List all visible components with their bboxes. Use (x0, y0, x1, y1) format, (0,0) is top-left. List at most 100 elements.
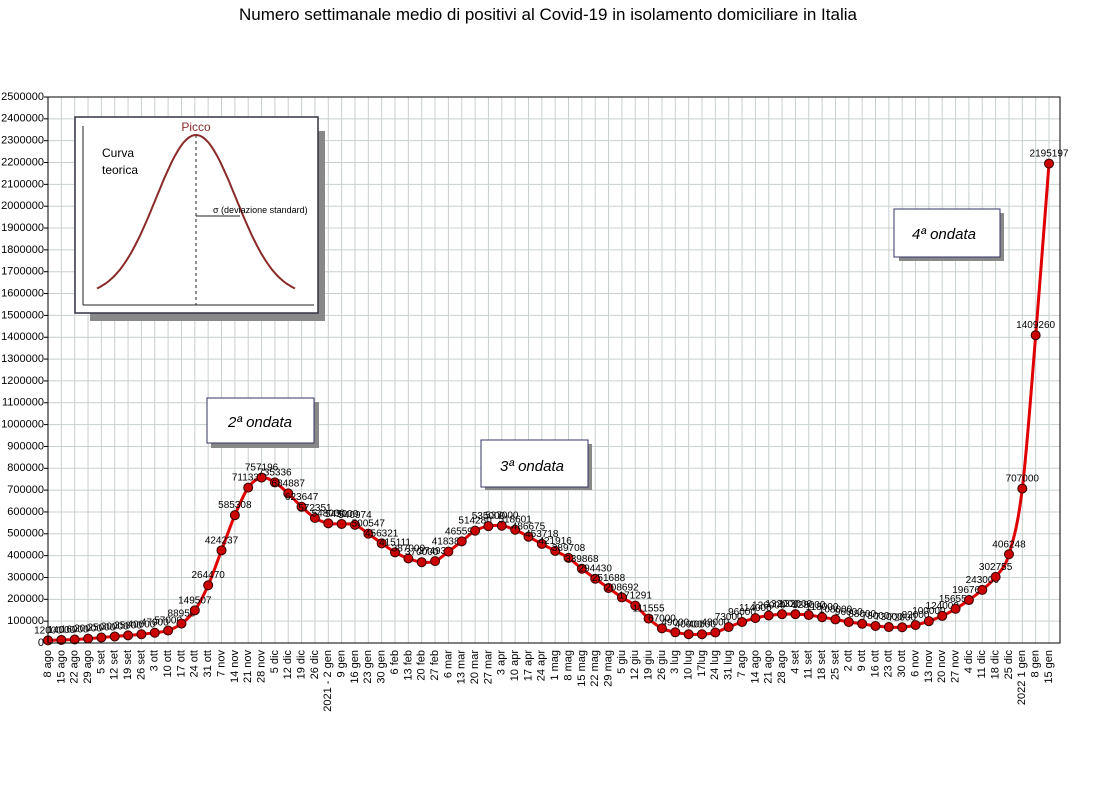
data-label: 406248 (992, 539, 1026, 550)
x-tick-label: 4 dic (963, 650, 975, 674)
y-tick-label: 1200000 (1, 375, 44, 387)
x-tick-label: 27 nov (949, 650, 961, 684)
x-tick-label: 5 set (95, 650, 107, 674)
data-label: 96000 (835, 607, 863, 618)
data-label: 124000 (926, 601, 960, 612)
y-tick-label: 2100000 (1, 178, 44, 190)
x-tick-label: 19 dic (295, 650, 307, 680)
x-tick-label: 12 giu (629, 650, 641, 680)
data-label: 82000 (902, 610, 930, 621)
data-point (763, 610, 774, 621)
annotation-text: 4ª ondata (912, 226, 976, 243)
data-point (710, 627, 721, 638)
x-tick-label: 24 apr (536, 650, 548, 682)
data-label: 572351 (298, 503, 332, 514)
data-label: 548000 (312, 508, 346, 519)
data-point (803, 610, 814, 621)
data-label: 415111 (379, 537, 411, 548)
data-point (1017, 483, 1028, 494)
x-tick-label: 4 set (789, 650, 801, 674)
data-point (323, 518, 334, 529)
data-point (443, 546, 454, 557)
data-point (963, 595, 974, 606)
x-tick-label: 21 ago (763, 650, 775, 684)
data-label: 757196 (245, 463, 279, 474)
x-tick-label: 12 set (109, 650, 121, 680)
data-label: 424237 (205, 535, 239, 546)
data-label: 88950 (168, 609, 196, 620)
x-tick-label: 7 ago (736, 650, 748, 678)
data-point (843, 617, 854, 628)
data-label: 40000 (688, 619, 716, 630)
data-label: 707000 (1006, 474, 1040, 485)
data-label: 208692 (605, 582, 639, 593)
y-tick-label: 1400000 (1, 331, 44, 343)
data-label: 96000 (728, 607, 756, 618)
data-point (229, 510, 240, 521)
data-label: 40000 (128, 619, 156, 630)
data-point (870, 620, 881, 631)
x-tick-label: 9 gen (336, 650, 348, 678)
data-point (830, 614, 841, 625)
y-tick-label: 1500000 (1, 309, 44, 321)
x-tick-label: 3 apr (496, 650, 508, 675)
data-label: 128000 (792, 600, 826, 611)
y-tick-label: 2000000 (1, 200, 44, 212)
x-tick-label: 10 lug (683, 650, 695, 680)
data-label: 374930 (418, 546, 452, 557)
x-tick-label: 22 mag (589, 650, 601, 687)
x-tick-label: 23 gen (362, 650, 374, 684)
x-tick-label: 18 dic (990, 650, 1002, 680)
data-point (483, 521, 494, 532)
inset-peak-label: Picco (181, 120, 211, 134)
data-label: 49000 (661, 617, 689, 628)
data-point (136, 629, 147, 640)
x-tick-label: 12 dic (282, 650, 294, 680)
x-tick-label: 26 dic (309, 650, 321, 680)
data-label: 387000 (392, 543, 426, 554)
annotation-box (206, 397, 315, 444)
y-tick-label: 2200000 (1, 156, 44, 168)
data-label: 25000 (87, 623, 115, 634)
x-tick-label: 29 mag (602, 650, 614, 687)
x-tick-label: 31 lug (723, 650, 735, 680)
data-point (977, 584, 988, 595)
data-point (550, 545, 561, 556)
data-label: 108000 (819, 604, 853, 615)
data-label: 518601 (498, 515, 532, 526)
data-point (790, 609, 801, 620)
data-label: 73000 (875, 612, 903, 623)
x-tick-label: 26 giu (656, 650, 668, 680)
plot-frame (47, 96, 1061, 644)
data-label: 78000 (862, 611, 890, 622)
data-point (109, 631, 120, 642)
x-tick-label: 27 feb (429, 650, 441, 681)
data-point (630, 600, 641, 611)
data-point (897, 622, 908, 633)
x-tick-label: 28 ago (776, 650, 788, 684)
y-tick-label: 1300000 (1, 353, 44, 365)
data-point (496, 520, 507, 531)
data-point (1044, 158, 1054, 169)
data-label: 30000 (101, 621, 129, 632)
data-label: 418380 (432, 537, 466, 548)
y-tick-label: 600000 (7, 506, 44, 518)
x-tick-label: 6 nov (909, 650, 921, 677)
data-label: 48000 (701, 618, 729, 629)
inset-curve (96, 133, 296, 290)
data-label: 88000 (848, 609, 876, 620)
data-label: 294430 (579, 564, 613, 575)
x-tick-label: 28 nov (255, 650, 267, 684)
data-label: 118000 (806, 602, 839, 613)
y-tick-label: 1800000 (1, 244, 44, 256)
x-tick-label: 2022 1 gen (1016, 650, 1028, 705)
data-label: 465590 (445, 526, 479, 537)
data-label: 370000 (405, 547, 439, 558)
data-point (256, 472, 267, 483)
y-tick-label: 300000 (7, 571, 44, 583)
y-tick-label: 1600000 (1, 287, 44, 299)
data-point (723, 622, 734, 633)
data-label: 453718 (525, 529, 559, 540)
x-tick-label: 15 mag (576, 650, 588, 687)
data-point (883, 622, 894, 633)
